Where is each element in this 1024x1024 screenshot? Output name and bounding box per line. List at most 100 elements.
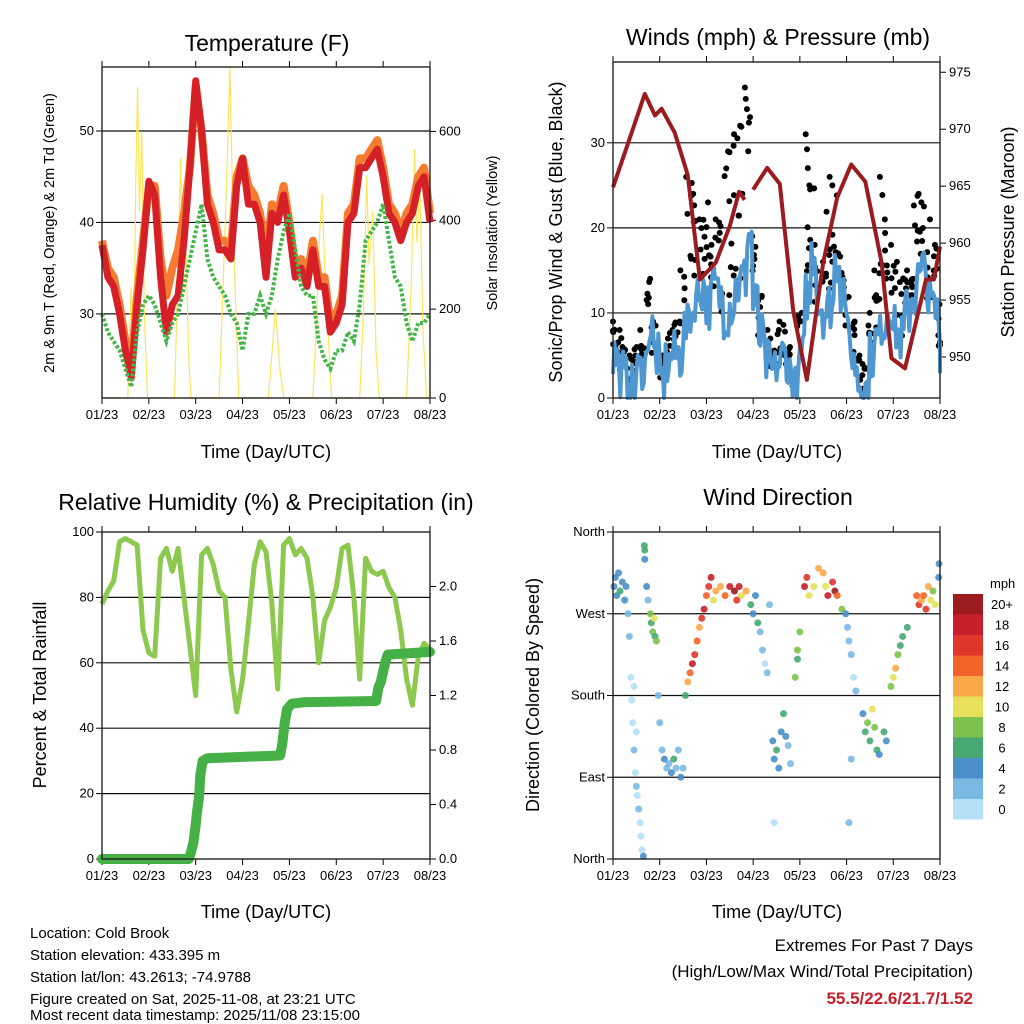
direction-point <box>644 596 652 604</box>
y-right-tick-label: 0.8 <box>439 742 457 757</box>
legend-swatch <box>953 737 983 758</box>
direction-point <box>652 637 660 645</box>
x-tick-label: 07/23 <box>877 407 910 422</box>
gust-point <box>701 255 708 262</box>
direction-point <box>833 592 841 600</box>
direction-point <box>794 646 802 654</box>
x-tick-label: 04/23 <box>737 868 770 883</box>
gust-point <box>883 262 890 269</box>
direction-point <box>899 632 907 640</box>
y-tick-label: 30 <box>591 135 605 150</box>
direction-point <box>756 628 764 636</box>
gust-point <box>911 222 918 229</box>
legend-label: 0 <box>998 802 1005 817</box>
direction-point <box>850 673 858 681</box>
direction-point <box>935 560 943 568</box>
gust-point <box>708 241 715 248</box>
extremes-values: 55.5/22.6/21.7/1.52 <box>826 989 973 1008</box>
x-tick-label: 02/23 <box>133 407 166 422</box>
y-tick-label: 20 <box>80 786 94 801</box>
gust-point <box>774 331 781 338</box>
gust-point <box>898 291 905 298</box>
direction-point <box>931 601 939 609</box>
x-tick-label: 08/23 <box>924 868 957 883</box>
direction-point <box>641 555 649 563</box>
gust-point <box>677 320 684 327</box>
gust-point <box>703 224 710 231</box>
gust-point <box>764 326 771 333</box>
y-tick-label: 30 <box>80 306 94 321</box>
speed-legend: mph 20+ 18 16 14 12 10 8 6 4 2 0 <box>953 576 1015 820</box>
y-right-tick-label: 0.4 <box>439 797 457 812</box>
gust-point <box>716 229 723 236</box>
direction-point <box>654 692 662 699</box>
direction-point <box>763 669 771 677</box>
gust-point <box>637 326 644 333</box>
y-right-tick-label: 200 <box>439 301 461 316</box>
temperature-xlabel: Time (Day/UTC) <box>201 442 331 462</box>
direction-point <box>842 610 850 618</box>
legend-title: mph <box>990 576 1015 591</box>
gust-point <box>822 273 829 280</box>
gust-point <box>888 289 895 296</box>
direction-point <box>629 719 637 727</box>
direction-point <box>924 583 932 590</box>
gust-point <box>859 372 866 379</box>
gust-point <box>884 269 891 276</box>
x-tick-label: 05/23 <box>273 868 306 883</box>
direction-point <box>861 728 869 736</box>
x-tick-label: 05/23 <box>784 868 817 883</box>
direction-point <box>679 764 687 772</box>
gust-point <box>730 142 737 149</box>
gust-point <box>703 244 710 251</box>
gust-point <box>802 131 809 138</box>
winds-title: Winds (mph) & Pressure (mb) <box>626 24 930 50</box>
direction-point <box>639 852 647 860</box>
direction-point <box>868 705 876 713</box>
location-text: Location: Cold Brook <box>30 925 170 942</box>
direction-xlabel: Time (Day/UTC) <box>712 902 842 922</box>
direction-point <box>775 764 783 772</box>
x-tick-label: 02/23 <box>643 868 676 883</box>
gust-point <box>804 146 811 153</box>
direction-point <box>716 583 724 590</box>
gust-point <box>741 84 748 91</box>
direction-point <box>737 592 745 600</box>
direction-point <box>640 542 648 550</box>
legend-label: 16 <box>995 638 1009 653</box>
gust-point <box>738 123 745 130</box>
y-tick-label: 0 <box>87 851 94 866</box>
x-tick-label: 07/23 <box>367 407 400 422</box>
gust-point <box>700 216 707 223</box>
gust-point <box>916 228 923 235</box>
temperature-ylabel: 2m & 9m T (Red, Orange) & 2m Td (Green) <box>42 93 58 373</box>
legend-swatch <box>953 594 983 615</box>
gust-point <box>804 224 811 231</box>
humidity-title: Relative Humidity (%) & Precipitation (i… <box>58 489 473 515</box>
gust-point <box>681 297 688 304</box>
legend-swatch <box>953 614 983 635</box>
gust-point <box>881 216 888 223</box>
direction-point <box>650 614 658 622</box>
y-tick-label: 20 <box>591 220 605 235</box>
direction-point <box>747 601 755 609</box>
direction-point <box>643 583 651 590</box>
legend-swatch <box>953 635 983 656</box>
x-tick-label: 02/23 <box>643 407 676 422</box>
gust-point <box>723 165 730 172</box>
legend-swatch <box>953 717 983 738</box>
gust-point <box>747 114 754 121</box>
gust-point <box>786 345 793 352</box>
x-tick-label: 01/23 <box>86 407 119 422</box>
direction-point <box>709 596 717 604</box>
direction-point <box>632 728 640 736</box>
gust-point <box>865 322 872 329</box>
y-right-tick-label: 2.0 <box>439 579 457 594</box>
legend-swatch <box>953 655 983 676</box>
gust-point <box>919 237 926 244</box>
gust-point <box>851 332 858 339</box>
gust-point <box>786 351 793 358</box>
direction-point <box>880 728 888 736</box>
direction-point <box>681 692 689 699</box>
gust-point <box>681 285 688 292</box>
